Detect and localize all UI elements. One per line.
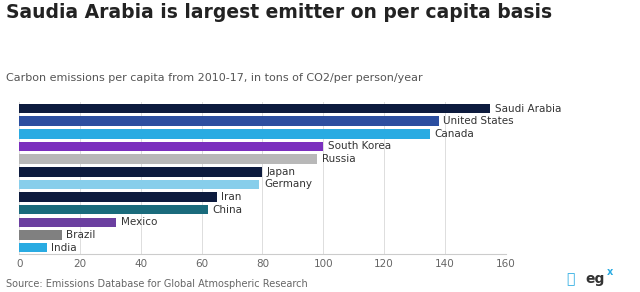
Text: Iran: Iran [221,192,242,202]
Text: Source: Emissions Database for Global Atmospheric Research: Source: Emissions Database for Global At… [6,279,308,289]
Bar [19,154,317,164]
Text: Germany: Germany [264,180,312,190]
Bar [19,218,116,227]
Bar [19,104,490,113]
Text: Mexico: Mexico [121,218,157,227]
Text: Saudi Arabia: Saudi Arabia [495,104,561,114]
Text: India: India [51,243,77,253]
Bar [19,243,47,253]
Text: South Korea: South Korea [328,142,391,152]
Bar [19,205,207,215]
Text: Russia: Russia [322,154,355,164]
Text: eg: eg [586,272,605,286]
Text: Saudia Arabia is largest emitter on per capita basis: Saudia Arabia is largest emitter on per … [6,3,552,22]
Text: Ⓑ: Ⓑ [566,272,575,286]
Bar [19,230,62,240]
Bar [19,167,262,177]
Bar [19,142,323,151]
Text: China: China [212,205,243,215]
Text: Brazil: Brazil [67,230,96,240]
Bar [19,180,259,189]
Bar [19,129,429,139]
Bar [19,117,439,126]
Text: Canada: Canada [434,129,474,139]
Text: Japan: Japan [267,167,296,177]
Text: United States: United States [444,116,514,126]
Text: x: x [607,267,613,277]
Bar [19,192,217,202]
Text: Carbon emissions per capita from 2010-17, in tons of CO2/per person/year: Carbon emissions per capita from 2010-17… [6,73,423,83]
